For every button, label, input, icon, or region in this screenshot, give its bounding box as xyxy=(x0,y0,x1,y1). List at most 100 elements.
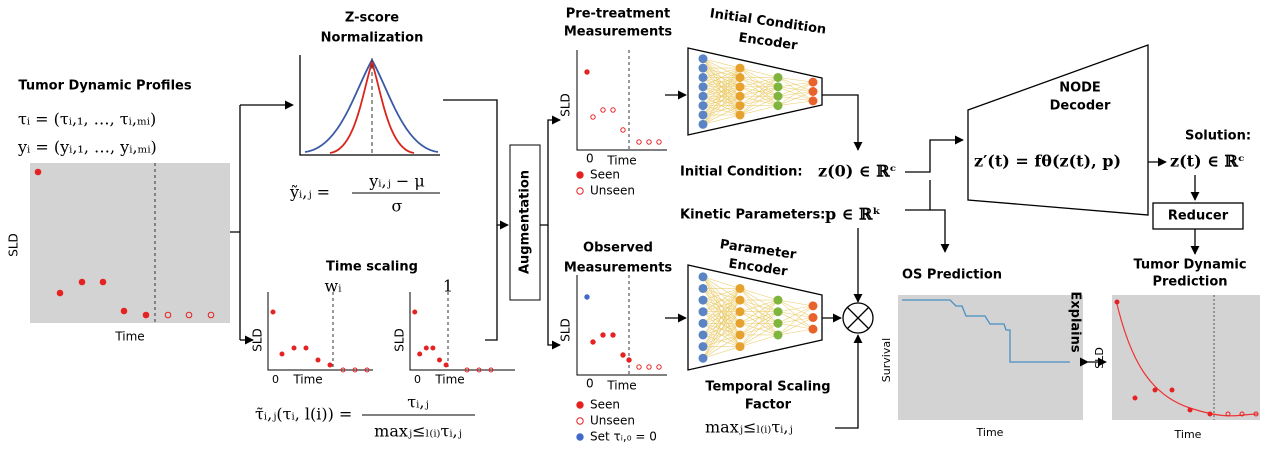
edge xyxy=(739,67,779,78)
point xyxy=(576,187,584,195)
edge xyxy=(739,311,779,347)
zscore-num: yᵢ,ⱼ − μ xyxy=(368,172,425,191)
neuron xyxy=(698,54,708,64)
pred-y: SLD xyxy=(1093,347,1106,369)
edge xyxy=(777,299,814,307)
neuron xyxy=(698,82,708,92)
zscore-lhs: ỹᵢ,ⱼ = xyxy=(289,183,330,202)
pred-x: Time xyxy=(1174,428,1202,441)
neuron xyxy=(773,91,783,101)
multiply xyxy=(846,306,870,330)
neuron xyxy=(808,77,818,87)
edge xyxy=(702,276,741,289)
edge xyxy=(702,67,741,106)
y-label: SLD xyxy=(559,93,573,117)
neuron xyxy=(698,318,708,328)
edge xyxy=(777,328,814,336)
edge xyxy=(739,299,779,347)
point xyxy=(636,364,642,370)
point xyxy=(576,433,584,441)
point xyxy=(315,357,321,363)
neuron xyxy=(735,307,745,317)
point xyxy=(576,171,584,179)
point xyxy=(270,309,276,315)
ts-num: τᵢ,ⱼ xyxy=(407,393,428,412)
point xyxy=(476,367,482,373)
neuron xyxy=(735,318,745,328)
point xyxy=(303,345,309,351)
edge xyxy=(777,305,814,324)
neuron xyxy=(773,101,783,111)
pre-title: Pre-treatment xyxy=(566,7,670,22)
marker-label: 1 xyxy=(443,277,453,296)
y-label: SLD xyxy=(559,318,573,342)
point xyxy=(1187,407,1193,413)
neuron xyxy=(698,272,708,282)
legend-label: Set τᵢ,₀ = 0 xyxy=(590,430,657,444)
x-label: Time xyxy=(114,330,144,344)
x0-label: 0 xyxy=(586,377,594,391)
marker-label: wᵢ xyxy=(325,277,342,296)
point xyxy=(584,294,590,300)
edge xyxy=(739,86,779,116)
pre-title: Measurements xyxy=(564,25,673,40)
neuron xyxy=(735,72,745,82)
neuron xyxy=(773,82,783,92)
point xyxy=(340,367,346,373)
pred-panel xyxy=(1112,295,1260,420)
point xyxy=(576,401,584,409)
point xyxy=(164,311,172,319)
edge xyxy=(739,95,779,116)
enc-title: Initial Condition xyxy=(709,6,827,37)
edge xyxy=(702,105,741,125)
point xyxy=(430,345,436,351)
edge xyxy=(702,311,741,359)
edge xyxy=(777,305,814,312)
edge xyxy=(702,288,741,301)
edge xyxy=(702,67,741,88)
edge xyxy=(702,95,741,125)
arrow xyxy=(905,180,931,211)
pred-title: Prediction xyxy=(1152,275,1227,290)
ts-plots: wᵢ SLD Time 0 1 SLD Time 0 xyxy=(251,277,515,387)
edge xyxy=(777,100,814,106)
neuron xyxy=(735,82,745,92)
edge xyxy=(702,288,741,324)
kp-math: p ∈ ℝᵏ xyxy=(825,205,881,224)
point xyxy=(626,357,632,363)
edge xyxy=(702,299,741,359)
legend-label: Seen xyxy=(590,398,620,412)
axes xyxy=(576,50,667,151)
arrow xyxy=(835,334,863,429)
aug-box xyxy=(509,144,541,301)
edge xyxy=(702,58,741,69)
y-label: SLD xyxy=(251,328,265,352)
point xyxy=(423,345,429,351)
edge xyxy=(702,288,741,336)
point xyxy=(590,339,596,345)
neuron xyxy=(773,295,783,305)
edge xyxy=(777,317,814,336)
ts-title: Time scaling xyxy=(326,260,418,275)
dec-title: NODE xyxy=(1059,81,1101,96)
neuron xyxy=(698,283,708,293)
neuron xyxy=(808,96,818,106)
point xyxy=(1225,411,1231,417)
point xyxy=(1239,411,1245,417)
point xyxy=(610,332,616,338)
neuron xyxy=(808,313,818,322)
point xyxy=(610,107,616,113)
point xyxy=(417,351,423,357)
edge xyxy=(739,77,779,88)
point xyxy=(291,345,297,351)
edge xyxy=(702,86,741,125)
enc-title: Encoder xyxy=(738,30,799,53)
tau-def: τᵢ = (τᵢ,₁, …, τᵢ,ₘᵢ) xyxy=(18,110,156,129)
point xyxy=(412,309,418,315)
y-def: yᵢ = (yᵢ,₁, …, yᵢ,ₘᵢ) xyxy=(17,138,157,157)
edge xyxy=(777,91,814,106)
profile-panel xyxy=(30,163,230,323)
arrow xyxy=(822,94,863,151)
neuron xyxy=(698,110,708,120)
